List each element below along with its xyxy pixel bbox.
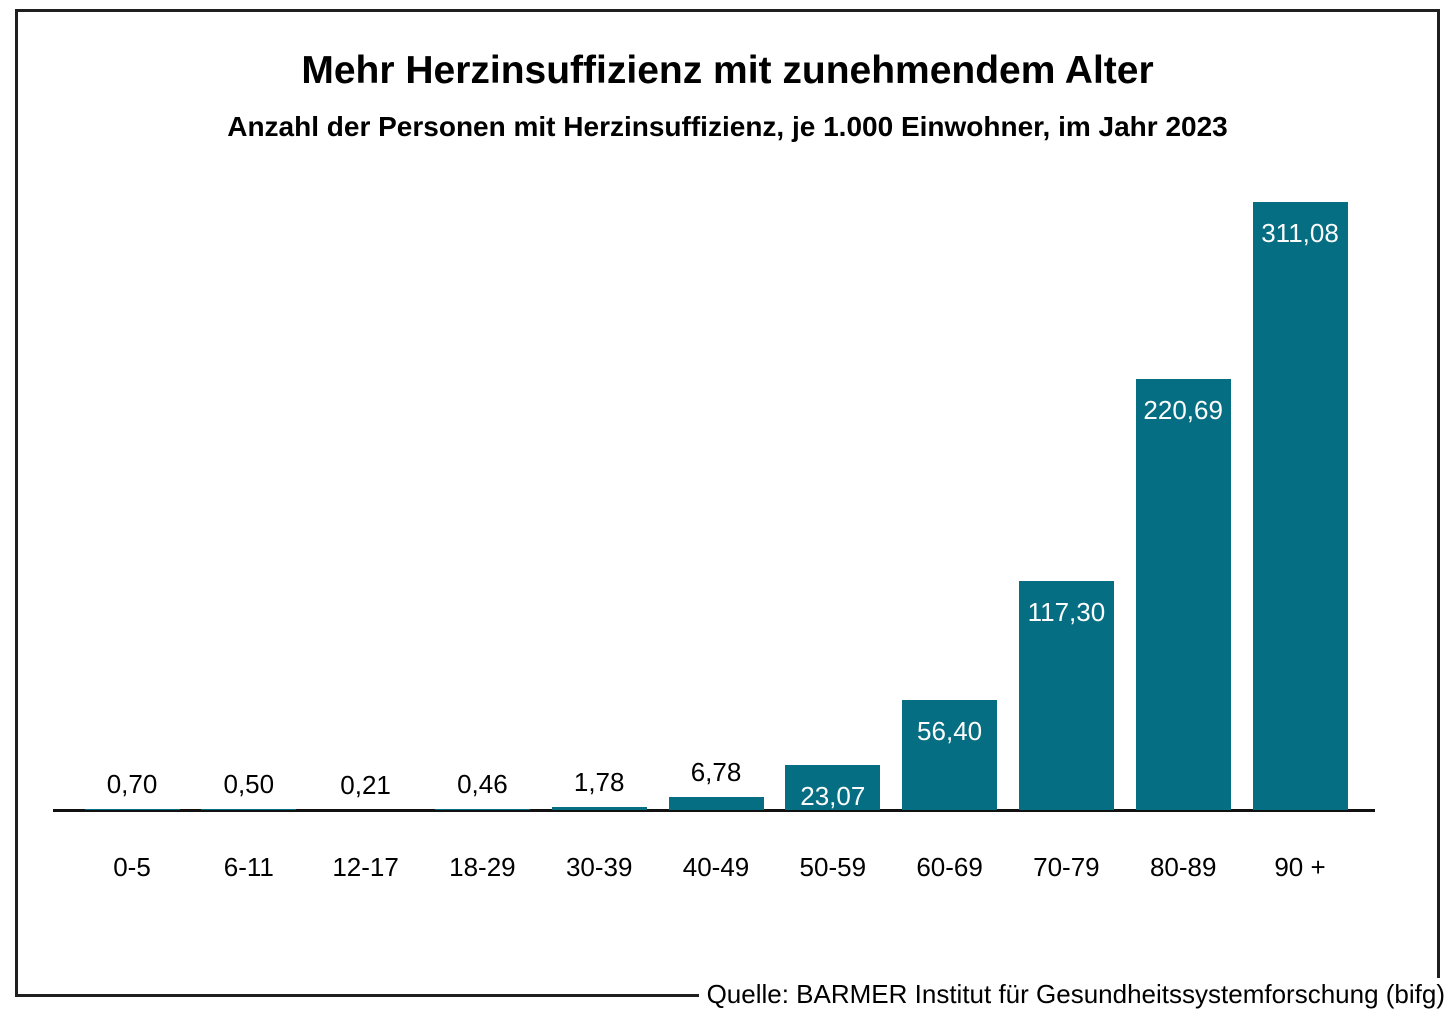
bar [1252,202,1348,810]
x-axis-line [53,809,1375,812]
bar-value-label: 6,78 [690,757,742,787]
x-axis-category-label: 80-89 [1149,852,1217,882]
x-axis-category-label: 40-49 [682,852,750,882]
bar-value-label: 117,30 [1027,597,1106,627]
bar-value-label: 0,70 [106,769,158,799]
bar-value-label: 0,50 [223,769,275,799]
bar-value-label: 23,07 [800,781,866,811]
bar [551,807,647,810]
bar [902,700,998,810]
x-axis-category-label: 50-59 [799,852,867,882]
x-axis-category-label: 30-39 [565,852,633,882]
x-axis-category-label: 12-17 [332,852,399,882]
x-axis-category-label: 70-79 [1033,852,1100,882]
bar-value-label: 0,46 [457,769,508,799]
bar-value-label: 56,40 [917,716,983,746]
x-axis-category-label: 18-29 [449,852,516,882]
chart-subtitle: Anzahl der Personen mit Herzinsuffizienz… [227,111,1228,142]
bar-value-label: 0,21 [340,770,391,800]
bar [1135,379,1231,810]
bar [84,809,180,810]
bar [201,809,297,810]
source-attribution: Quelle: BARMER Institut für Gesundheitss… [698,978,1447,1012]
x-axis-category-label: 6-11 [223,852,274,882]
x-axis-category-label: 90 + [1274,852,1326,882]
bar [668,797,764,810]
x-axis-category-label: 60-69 [916,852,983,882]
bar-value-label: 311,08 [1261,218,1339,248]
x-axis-category-label: 0-5 [113,852,151,882]
bar-value-label: 220,69 [1143,395,1223,425]
chart-title: Mehr Herzinsuffizienz mit zunehmendem Al… [301,49,1154,92]
bar [1018,581,1114,810]
bar-value-label: 1,78 [573,767,625,797]
bar [785,765,881,810]
bar [434,809,530,810]
